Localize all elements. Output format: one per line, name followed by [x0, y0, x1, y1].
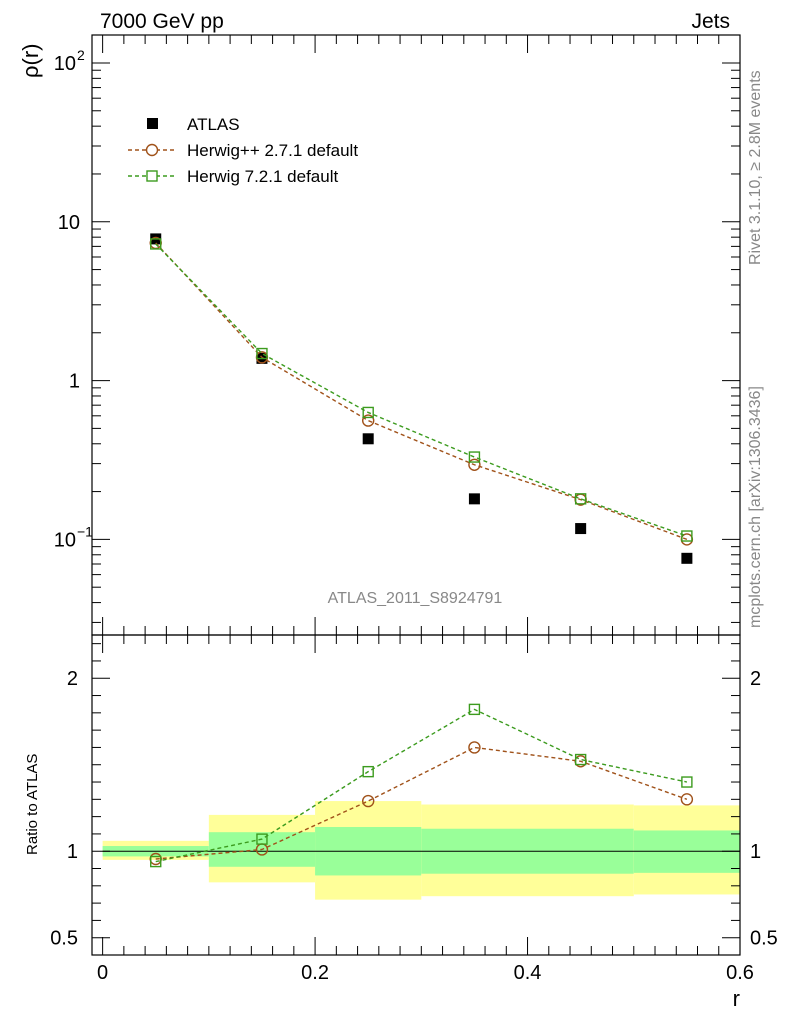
main-data-point — [150, 238, 162, 250]
ratio-panel: 0.5 0.5 1 1 2 2 Ratio to ATLAS 0 0.2 0.4 0.6 r — [24, 634, 778, 1011]
main-series-line — [155, 243, 688, 537]
main-y-tick-label: 10 — [54, 529, 76, 551]
legend-item-herwigpp: Herwig++ 2.7.1 default — [128, 141, 358, 160]
ratio-y-tick-label: 0.5 — [50, 928, 78, 950]
ratio-data-point — [681, 776, 693, 788]
ratio-y-tick-label: 1 — [67, 841, 78, 863]
main-data-point — [575, 523, 587, 535]
main-data-point — [681, 530, 693, 542]
x-tick-label: 0.2 — [301, 962, 329, 984]
main-data-point — [574, 493, 587, 505]
x-tick-label: 0.6 — [726, 962, 754, 984]
ratio-data-point — [468, 703, 481, 716]
mcplots-source-label: mcplots.cern.ch [arXiv:1306.3436] — [747, 386, 764, 628]
ratio-data-point — [574, 753, 587, 766]
ratio-series-line — [155, 708, 688, 863]
legend-item-atlas: ATLAS — [147, 115, 240, 134]
ratio-panel-frame — [91, 634, 741, 956]
main-data-point — [468, 493, 480, 505]
header-energy-label: 7000 GeV pp — [100, 10, 224, 33]
ratio-data-point — [256, 833, 268, 845]
ratio-data-point — [468, 741, 481, 754]
ratio-data-point — [361, 794, 375, 808]
main-y-tick-exponent: −1 — [77, 523, 93, 539]
main-series-line — [155, 242, 688, 541]
x-tick-label: 0.4 — [514, 962, 542, 984]
ratio-y-tick-label: 2 — [67, 668, 78, 690]
legend-label-atlas: ATLAS — [187, 115, 240, 134]
main-y-tick-exponent: 2 — [77, 47, 85, 63]
legend: ATLAS Herwig++ 2.7.1 default Herwig 7.2.… — [128, 115, 358, 186]
legend-label-herwig7: Herwig 7.2.1 default — [187, 167, 338, 186]
header-process-label: Jets — [691, 10, 730, 33]
main-data-point — [468, 451, 481, 463]
main-y-axis-label: ρ(r) — [18, 44, 43, 79]
ratio-data-point — [150, 855, 162, 868]
main-data-point — [468, 458, 481, 471]
main-data-point — [681, 552, 693, 564]
legend-marker-atlas — [147, 118, 158, 129]
main-data-point — [256, 347, 268, 360]
main-data-point — [362, 406, 374, 419]
ratio-y-tick-label-right: 1 — [750, 841, 761, 863]
main-data-point — [362, 433, 374, 445]
rivet-version-label: Rivet 3.1.10, ≥ 2.8M events — [747, 70, 764, 265]
main-data-point — [361, 414, 375, 427]
main-y-tick-label: 10 — [58, 212, 80, 234]
x-tick-label: 0 — [97, 962, 108, 984]
ratio-y-axis-label: Ratio to ATLAS — [24, 754, 41, 855]
ratio-data-point — [680, 793, 694, 806]
main-y-tick-label: 10 — [54, 53, 76, 75]
legend-label-herwigpp: Herwig++ 2.7.1 default — [187, 141, 358, 160]
legend-item-herwig7: Herwig 7.2.1 default — [128, 167, 338, 186]
analysis-tag: ATLAS_2011_S8924791 — [328, 590, 503, 607]
legend-marker-herwig7 — [146, 170, 158, 182]
ratio-y-tick-label-right: 0.5 — [750, 928, 778, 950]
ratio-y-tick-label-right: 2 — [750, 668, 761, 690]
main-y-tick-label: 1 — [69, 371, 80, 393]
ratio-data-point — [362, 765, 374, 778]
ratio-series-line — [155, 746, 688, 860]
x-axis-label: r — [733, 986, 740, 1011]
legend-marker-herwigpp — [145, 143, 159, 157]
